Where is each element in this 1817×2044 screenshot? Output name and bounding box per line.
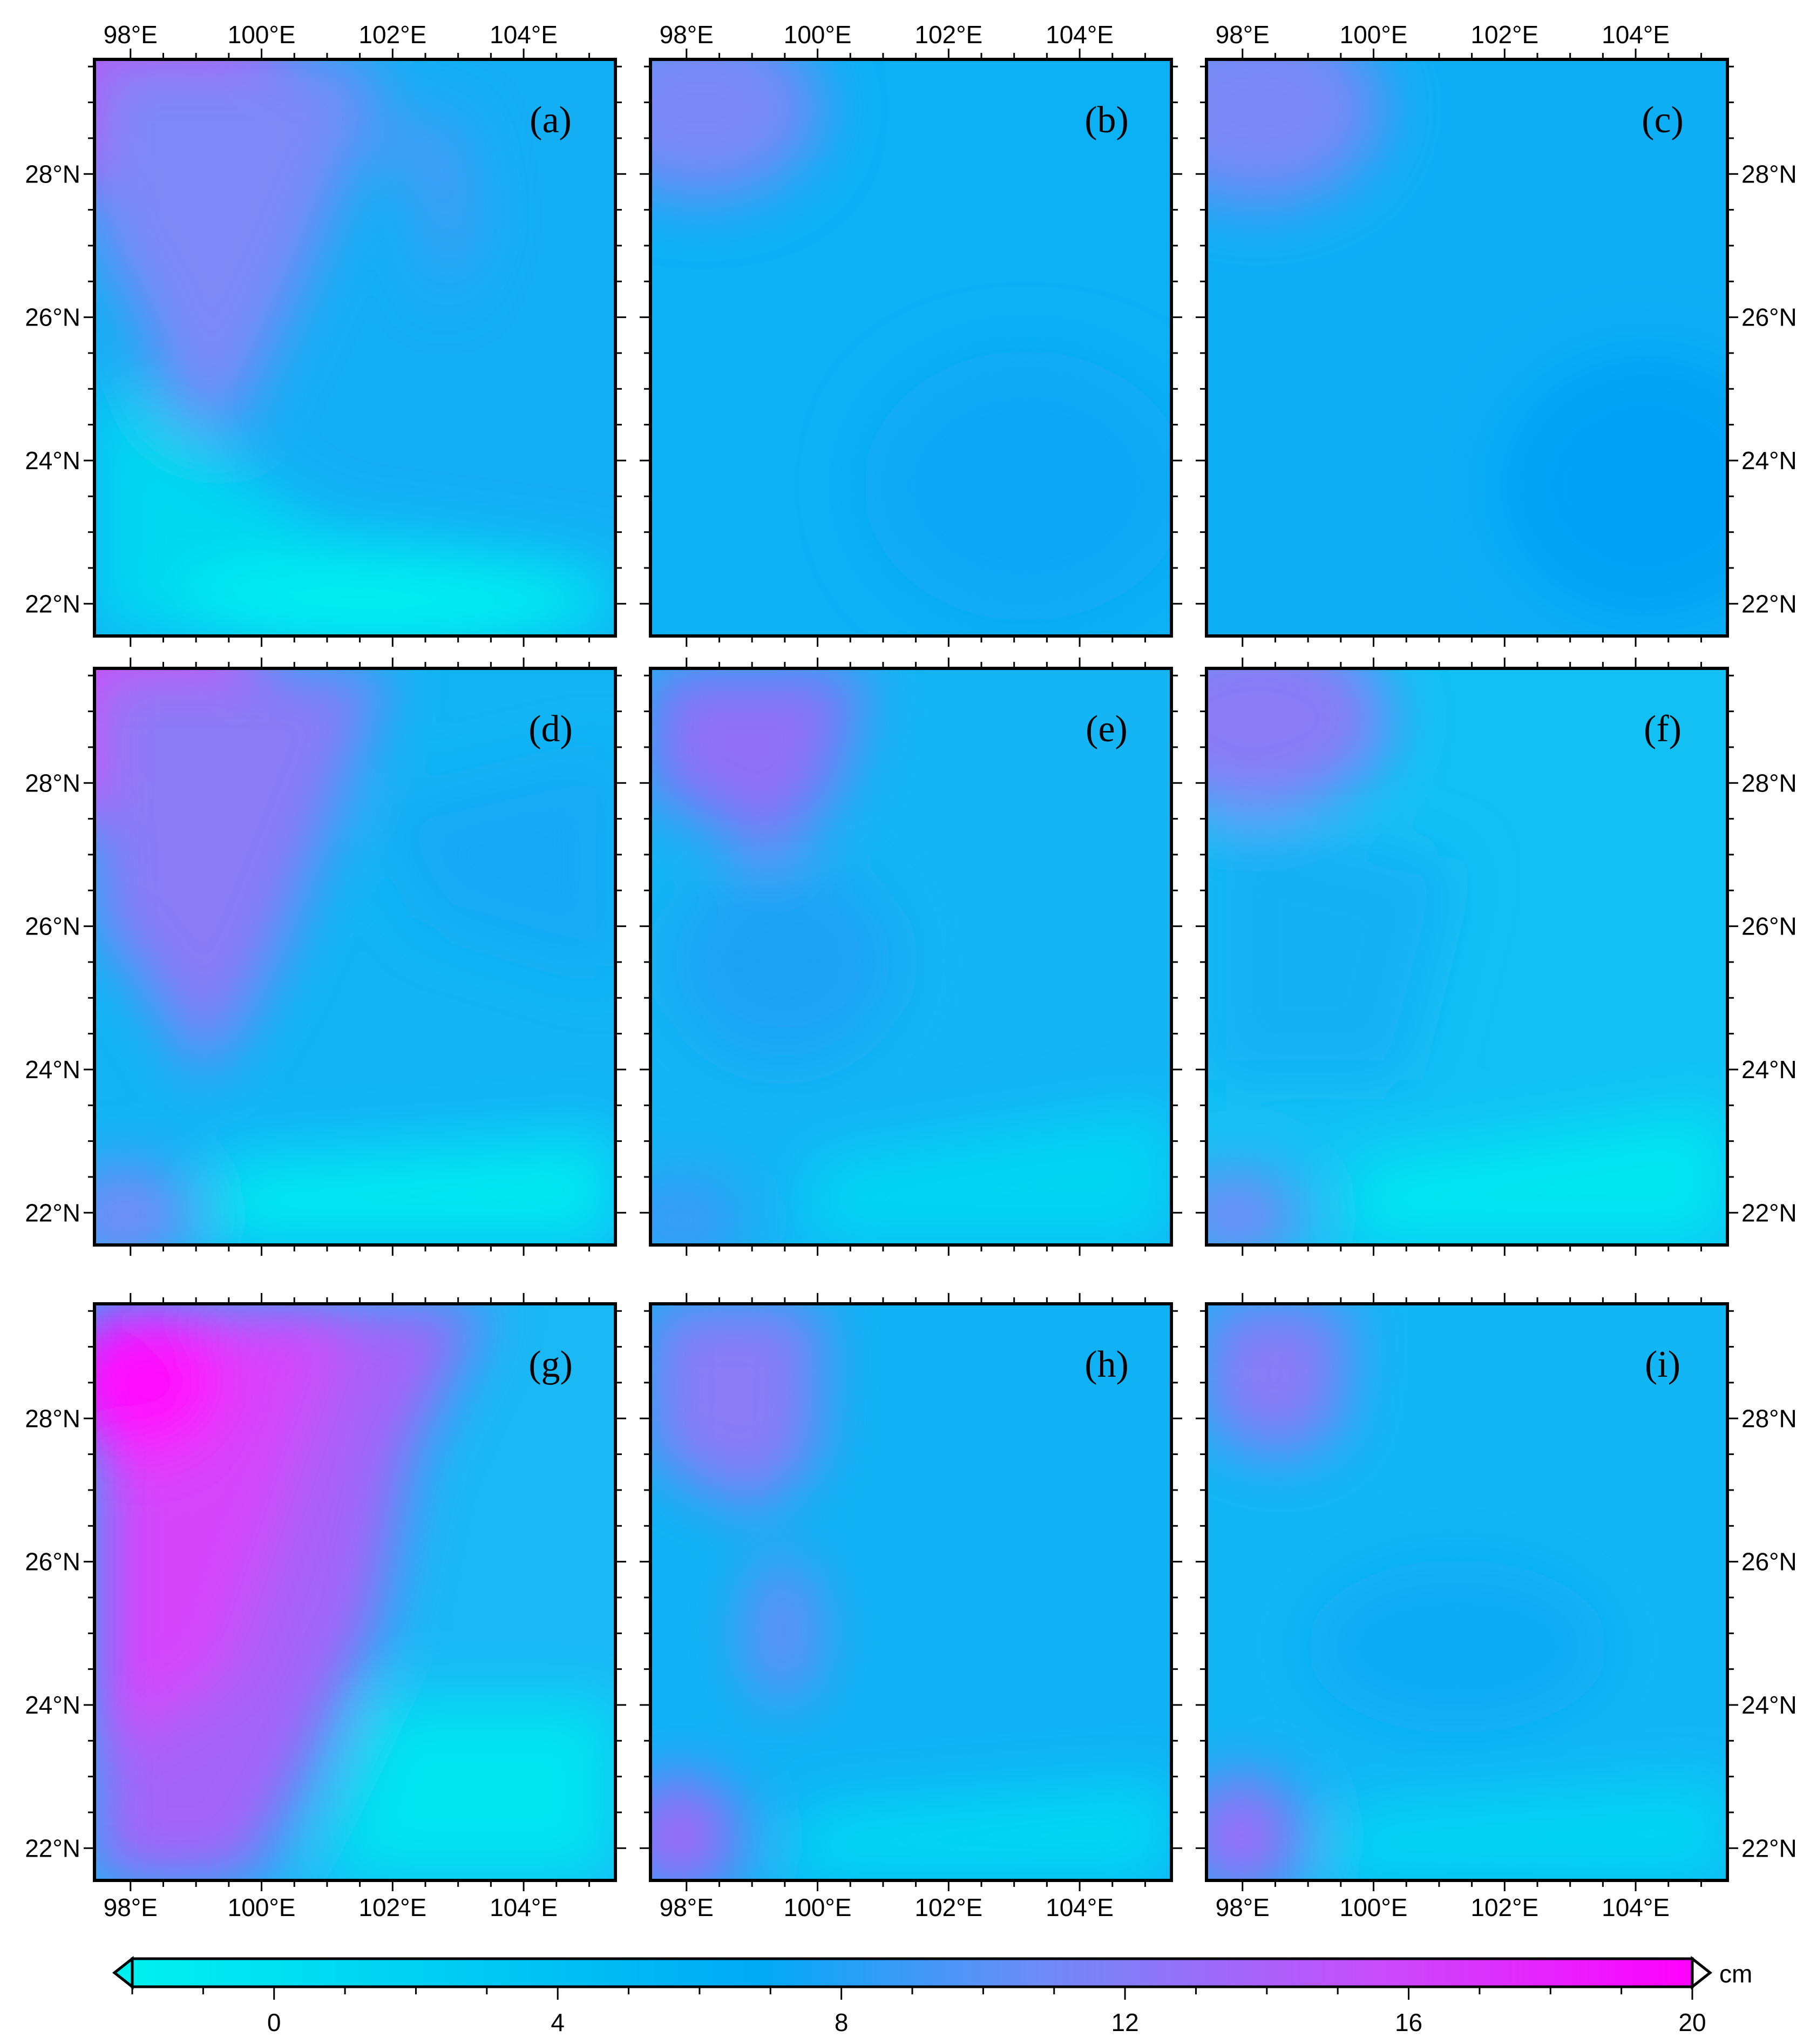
panel-a-field [94,59,615,636]
lat-label: 24°N [1741,446,1797,475]
lat-label: 26°N [25,1548,80,1576]
lat-label: 24°N [1741,1055,1797,1084]
lon-label: 100°E [228,1893,296,1921]
lon-label: 100°E [228,21,296,49]
colorbar-tick-label: 16 [1395,2008,1422,2036]
lat-label: 24°N [1741,1691,1797,1719]
colorbar-high-arrow [1691,1955,1713,1990]
lon-label: 102°E [914,21,982,49]
lon-label: 100°E [1340,1893,1408,1921]
lon-label: 98°E [660,21,714,49]
panel-d: (d) [93,667,617,1247]
lon-label: 102°E [1470,1893,1538,1921]
panel-label-b: (b) [1084,99,1129,141]
lat-label: 28°N [1741,160,1797,188]
colorbar: 0 4 8 12 16 20 cm [112,1955,1752,2036]
colorbar-tick-label: 20 [1678,2008,1706,2036]
panel-g: (g) [93,1302,617,1882]
lat-label: 22°N [1741,1834,1797,1862]
lon-label: 102°E [358,1893,426,1921]
colorbar-gradient [132,1959,1692,1987]
lat-label: 28°N [25,769,80,797]
panel-label-e: (e) [1086,708,1128,750]
panel-f: (f) [1205,667,1729,1247]
lat-label: 28°N [25,160,80,188]
lat-label: 24°N [25,1055,80,1084]
lon-label: 100°E [784,21,852,49]
lon-label: 98°E [660,1893,714,1921]
lon-label: 98°E [104,1893,158,1921]
lat-label: 22°N [1741,590,1797,618]
lat-label: 28°N [1741,1404,1797,1432]
colorbar-tick-label: 0 [267,2008,281,2036]
lon-label: 104°E [1046,1893,1114,1921]
lat-label: 28°N [1741,769,1797,797]
panel-c: (c) [1205,58,1729,638]
panel-f-field [1206,668,1727,1245]
panel-i-field [1206,1304,1727,1880]
panel-e: (e) [649,667,1173,1247]
lat-label: 22°N [1741,1199,1797,1227]
lon-label: 98°E [104,21,158,49]
lon-label: 98°E [1216,21,1270,49]
lat-label: 26°N [25,303,80,331]
panel-label-g: (g) [528,1344,573,1385]
colorbar-tick-label: 8 [835,2008,849,2036]
lat-label: 26°N [25,912,80,940]
colorbar-unit: cm [1719,1960,1752,1988]
colorbar-ticks: 0 4 8 12 16 20 [131,1987,1706,2036]
panel-b-field [650,59,1171,636]
lat-label: 22°N [25,590,80,618]
lat-label: 22°N [25,1834,80,1862]
panel-h-field [650,1304,1171,1880]
panel-label-d: (d) [528,708,573,750]
lon-label: 100°E [784,1893,852,1921]
panel-label-h: (h) [1084,1344,1129,1385]
lon-label: 104°E [490,1893,558,1921]
panel-h: (h) [649,1302,1173,1882]
lon-label: 102°E [914,1893,982,1921]
lon-label: 104°E [1602,1893,1670,1921]
lat-label: 26°N [1741,912,1797,940]
lon-label: 102°E [1470,21,1538,49]
colorbar-tick-label: 4 [551,2008,565,2036]
lat-label: 22°N [25,1199,80,1227]
lon-label: 104°E [1046,21,1114,49]
lat-label: 28°N [25,1404,80,1432]
lat-label: 24°N [25,446,80,475]
panel-label-c: (c) [1642,99,1684,141]
lat-label: 24°N [25,1691,80,1719]
lon-label: 104°E [1602,21,1670,49]
lon-label: 98°E [1216,1893,1270,1921]
axes-layer: 98°E 100°E 102°E 104°E 22°N 24°N 26°N 28°N 98°E 1… [25,21,1797,1921]
panel-a: (a) [93,58,617,638]
panel-label-a: (a) [530,99,572,141]
panel-label-f: (f) [1644,708,1682,750]
panel-b: (b) [649,58,1173,638]
panel-c-field [1206,59,1727,636]
lon-label: 102°E [358,21,426,49]
panel-i: (i) [1205,1302,1729,1882]
lat-label: 26°N [1741,1548,1797,1576]
lon-label: 100°E [1340,21,1408,49]
colorbar-tick-label: 12 [1111,2008,1139,2036]
panel-e-field [650,668,1171,1245]
panel-d-field [94,668,615,1245]
panel-label-i: (i) [1645,1344,1680,1385]
colorbar-low-arrow [112,1955,134,1990]
panel-g-field [94,1304,615,1880]
lon-label: 104°E [490,21,558,49]
lat-label: 26°N [1741,303,1797,331]
